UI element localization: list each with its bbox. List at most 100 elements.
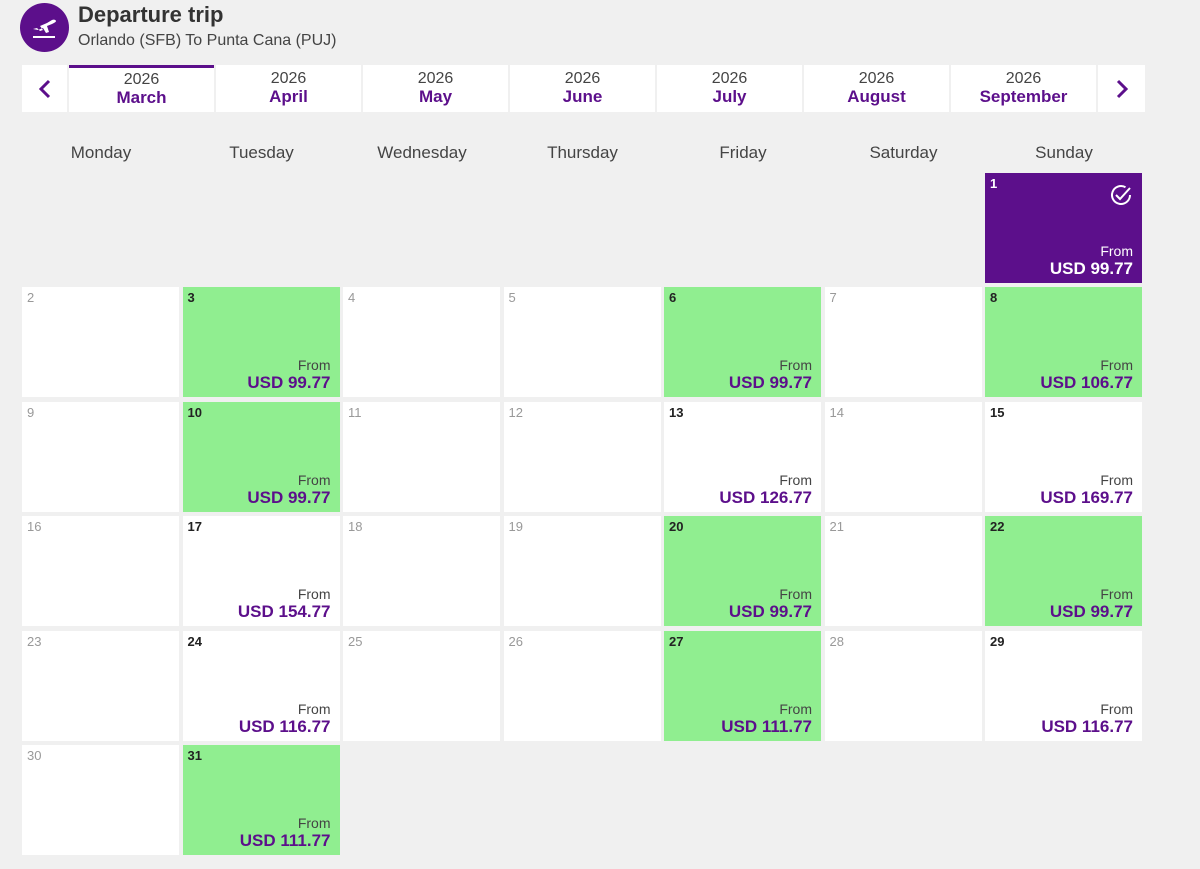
calendar-day-9: 9 bbox=[22, 401, 179, 512]
calendar-day-8[interactable]: 8 From USD 106.77 bbox=[985, 287, 1142, 398]
day-number: 23 bbox=[27, 633, 42, 649]
calendar-day-23: 23 bbox=[22, 630, 179, 741]
from-label: From bbox=[297, 700, 331, 717]
tab-month-july[interactable]: 2026 July bbox=[657, 65, 802, 112]
fare-price: USD 111.77 bbox=[721, 716, 812, 736]
day-number: 10 bbox=[187, 404, 202, 420]
calendar-day-30: 30 bbox=[22, 745, 179, 855]
calendar-day-2: 2 bbox=[22, 287, 179, 398]
from-label: From bbox=[779, 471, 812, 488]
calendar-day-20[interactable]: 20 From USD 99.77 bbox=[664, 516, 821, 627]
previous-month-button[interactable] bbox=[22, 65, 67, 112]
tab-month-march[interactable]: 2026 March bbox=[69, 65, 214, 112]
calendar-day-4: 4 bbox=[343, 287, 500, 398]
day-number: 30 bbox=[27, 748, 42, 763]
from-label: From bbox=[297, 357, 331, 374]
day-number: 18 bbox=[348, 519, 363, 535]
calendar-day-15[interactable]: 15 From USD 169.77 bbox=[985, 401, 1142, 512]
calendar-day-19: 19 bbox=[503, 516, 661, 627]
fare-price: USD 99.77 bbox=[728, 602, 812, 622]
chevron-left-icon bbox=[38, 79, 50, 98]
from-label: From bbox=[779, 586, 812, 603]
calendar-day-24[interactable]: 24 From USD 116.77 bbox=[182, 630, 340, 741]
calendar-day-6[interactable]: 6 From USD 99.77 bbox=[664, 287, 821, 398]
month-name: April bbox=[269, 87, 308, 106]
chevron-right-icon bbox=[1116, 79, 1128, 98]
day-number: 5 bbox=[508, 290, 516, 306]
from-label: From bbox=[779, 357, 812, 374]
calendar-day-26: 26 bbox=[503, 630, 661, 741]
day-number: 9 bbox=[27, 404, 35, 420]
calendar-day-1[interactable]: 1 From USD 99.77 bbox=[985, 173, 1142, 283]
day-number: 8 bbox=[990, 290, 998, 306]
day-number: 27 bbox=[669, 633, 684, 649]
from-label: From bbox=[779, 700, 812, 717]
tab-month-august[interactable]: 2026 August bbox=[804, 65, 949, 112]
fare-price: USD 99.77 bbox=[247, 487, 331, 507]
month-year: 2026 bbox=[858, 70, 895, 87]
calendar-day-17[interactable]: 17 From USD 154.77 bbox=[182, 516, 340, 627]
day-number: 26 bbox=[508, 633, 523, 649]
from-label: From bbox=[297, 471, 331, 488]
day-number: 22 bbox=[990, 519, 1005, 535]
fare-price: USD 99.77 bbox=[728, 373, 812, 393]
fare-price: USD 116.77 bbox=[238, 716, 331, 736]
day-number: 12 bbox=[508, 404, 523, 420]
calendar-day-27[interactable]: 27 From USD 111.77 bbox=[664, 630, 821, 741]
month-name: June bbox=[562, 87, 603, 106]
month-year: 2026 bbox=[1005, 70, 1042, 87]
tab-month-may[interactable]: 2026 May bbox=[363, 65, 508, 112]
weekday-saturday: Saturday bbox=[869, 143, 938, 162]
from-label: From bbox=[297, 815, 331, 831]
month-year: 2026 bbox=[711, 70, 748, 87]
from-label: From bbox=[1100, 586, 1133, 603]
day-number: 1 bbox=[990, 176, 998, 191]
fare-price: USD 106.77 bbox=[1040, 373, 1133, 393]
month-name: July bbox=[712, 87, 747, 106]
day-number: 6 bbox=[669, 290, 677, 306]
calendar-day-5: 5 bbox=[503, 287, 661, 398]
fare-price: USD 116.77 bbox=[1041, 716, 1133, 736]
fare-price: USD 99.77 bbox=[1049, 259, 1133, 278]
calendar-day-29[interactable]: 29 From USD 116.77 bbox=[985, 630, 1142, 741]
route-subtitle: Orlando (SFB) To Punta Cana (PUJ) bbox=[78, 32, 337, 49]
calendar-day-10[interactable]: 10 From USD 99.77 bbox=[182, 401, 340, 512]
tab-month-april[interactable]: 2026 April bbox=[216, 65, 361, 112]
day-number: 4 bbox=[348, 290, 356, 306]
tab-month-september[interactable]: 2026 September bbox=[951, 65, 1096, 112]
calendar-day-14: 14 bbox=[824, 401, 982, 512]
day-number: 16 bbox=[27, 519, 42, 535]
calendar-day-11: 11 bbox=[343, 401, 500, 512]
month-name: March bbox=[116, 88, 167, 107]
fare-price: USD 169.77 bbox=[1040, 487, 1133, 507]
weekday-wednesday: Wednesday bbox=[377, 143, 467, 162]
page-title: Departure trip bbox=[78, 2, 224, 27]
calendar-day-3[interactable]: 3 From USD 99.77 bbox=[182, 287, 340, 398]
from-label: From bbox=[1100, 471, 1133, 488]
from-label: From bbox=[1100, 357, 1133, 374]
month-name: September bbox=[979, 87, 1068, 106]
weekday-thursday: Thursday bbox=[547, 143, 618, 162]
calendar-day-13[interactable]: 13 From USD 126.77 bbox=[664, 401, 821, 512]
day-number: 20 bbox=[669, 519, 684, 535]
fare-price: USD 126.77 bbox=[719, 487, 812, 507]
calendar-day-21: 21 bbox=[824, 516, 982, 627]
day-number: 31 bbox=[187, 748, 202, 763]
fare-price: USD 154.77 bbox=[237, 602, 331, 622]
calendar-day-16: 16 bbox=[22, 516, 179, 627]
calendar-day-22[interactable]: 22 From USD 99.77 bbox=[985, 516, 1142, 627]
from-label: From bbox=[1100, 700, 1133, 717]
month-year: 2026 bbox=[270, 70, 307, 87]
next-month-button[interactable] bbox=[1098, 65, 1145, 112]
fare-price: USD 99.77 bbox=[247, 373, 331, 393]
day-number: 15 bbox=[990, 404, 1005, 420]
month-year: 2026 bbox=[123, 71, 160, 88]
check-circle-icon bbox=[1111, 185, 1131, 205]
calendar-day-31[interactable]: 31 From USD 111.77 bbox=[182, 745, 340, 855]
fare-price: USD 99.77 bbox=[1049, 602, 1133, 622]
month-year: 2026 bbox=[564, 70, 601, 87]
weekday-friday: Friday bbox=[719, 143, 767, 162]
tab-month-june[interactable]: 2026 June bbox=[510, 65, 655, 112]
from-label: From bbox=[1100, 243, 1133, 259]
month-name: May bbox=[418, 87, 453, 106]
